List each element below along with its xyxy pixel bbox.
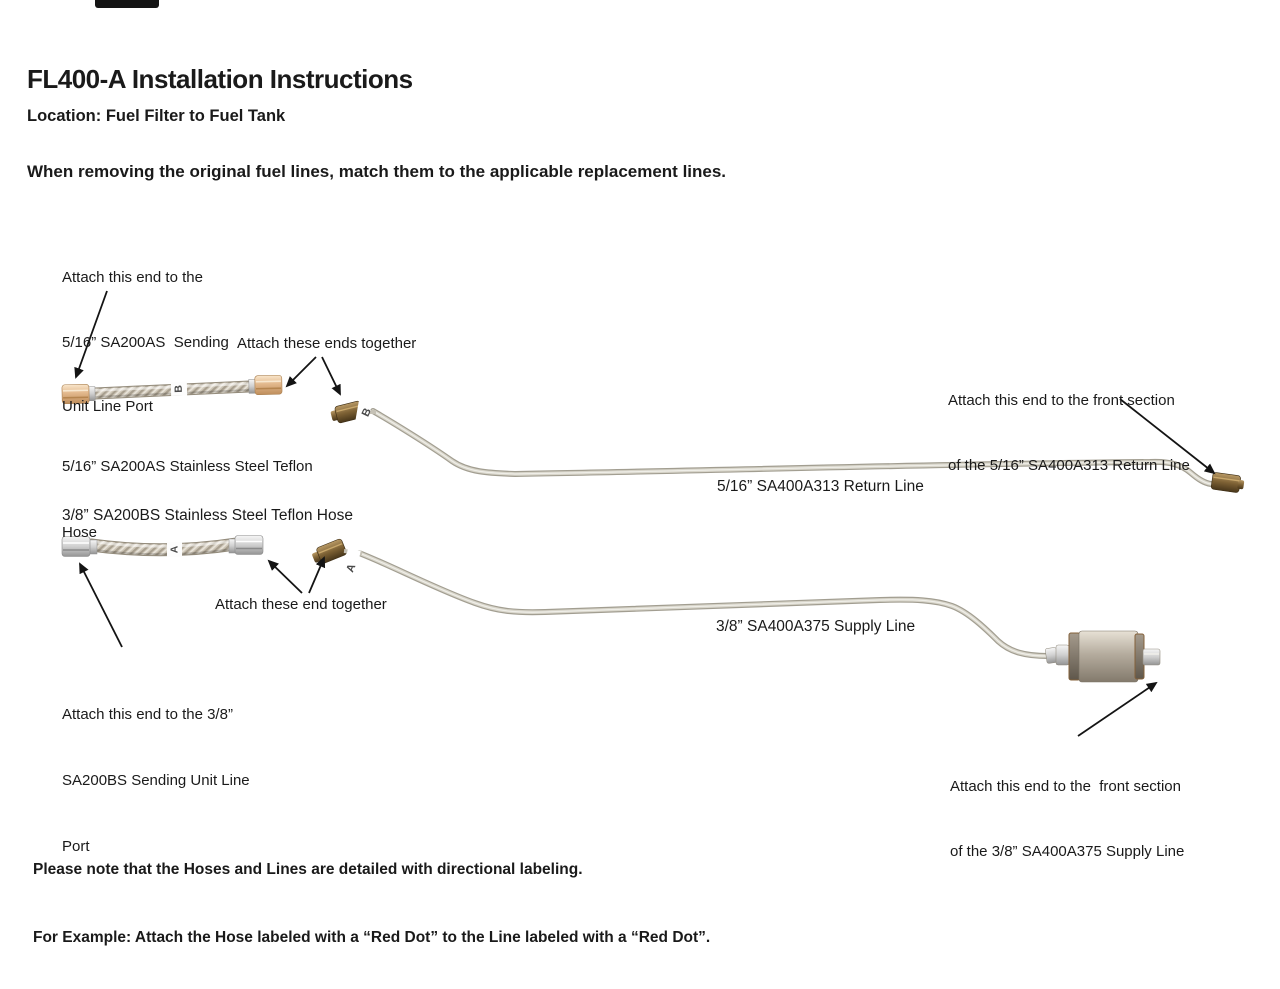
- arrow-hose2-port: [79, 562, 123, 648]
- callout-ends-together-bottom: Attach these end together: [215, 596, 387, 613]
- label-hose2: 3/8” SA200BS Stainless Steel Teflon Hose: [62, 507, 353, 524]
- page-title: FL400-A Installation Instructions: [27, 64, 413, 94]
- supply-line-tag-letter: A: [344, 562, 358, 574]
- callout-arrows: [74, 290, 1216, 737]
- page-subtitle: Location: Fuel Filter to Fuel Tank: [27, 107, 286, 125]
- hose1-direction-band: [170, 381, 188, 397]
- label-return-line: 5/16” SA400A313 Return Line: [717, 478, 924, 495]
- return-line-rear-fitting: [1210, 472, 1245, 493]
- hose1-left-fitting: [61, 384, 90, 405]
- hose2-left-fitting: [61, 536, 91, 557]
- intro-text: When removing the original fuel lines, m…: [27, 162, 727, 181]
- label-hose1: 5/16” SA200AS Stainless Steel Teflon Hos…: [62, 458, 313, 541]
- callout-return-front: Attach this end to the front section of …: [948, 392, 1190, 474]
- return-line-direction-tag: B: [355, 399, 374, 425]
- hose-3-8-sa200bs: A: [61, 535, 264, 557]
- arrow-supply-rear: [1077, 681, 1158, 737]
- footer-note: Please note that the Hoses and Lines are…: [33, 861, 711, 946]
- arrow-hose1-port: [74, 290, 108, 379]
- hose2-right-fitting: [234, 535, 264, 555]
- supply-line-direction-tag: A: [342, 548, 361, 579]
- callout-supply-front: Attach this end to the front section of …: [950, 778, 1185, 860]
- arrow-hose1-end: [285, 356, 317, 388]
- return-line-tube: [370, 408, 1214, 487]
- arrow-return-rear: [1119, 398, 1216, 475]
- hose2-direction-band: [167, 542, 182, 557]
- callout-ends-together-top: Attach these ends together: [237, 335, 417, 352]
- top-edge-window-fragment: [95, 0, 159, 8]
- hose-5-16-sa200as: B: [61, 374, 283, 405]
- supply-line-front-fitting: [312, 538, 347, 564]
- hose1-right-fitting: [254, 374, 283, 395]
- arrow-hose2-end: [267, 559, 303, 594]
- callout-hose2-port: Attach this end to the 3/8” SA200BS Send…: [62, 706, 250, 855]
- supply-line-tube: [356, 550, 1051, 659]
- hose1-band-letter: B: [173, 385, 185, 393]
- callout-hose1-port: Attach this end to the 5/16” SA200AS Sen…: [62, 269, 229, 415]
- arrow-supply-fitting: [308, 556, 326, 594]
- hose2-band-letter: A: [168, 545, 180, 553]
- fuel-filter: [1045, 630, 1161, 683]
- arrow-return-fitting: [321, 356, 341, 396]
- label-supply-line: 3/8” SA400A375 Supply Line: [716, 618, 916, 635]
